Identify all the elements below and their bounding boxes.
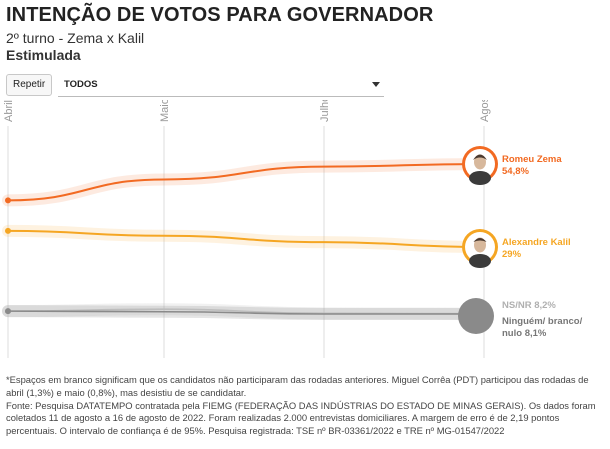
filter-select[interactable]: TODOS — [58, 73, 384, 97]
series-line — [7, 163, 485, 202]
data-label: 54,8% — [502, 166, 529, 177]
note-line: *Espaços em branco significam que os can… — [6, 374, 589, 398]
avatar-hair — [473, 154, 487, 160]
x-tick-label: Julho — [319, 100, 331, 122]
data-label: 29% — [502, 249, 522, 260]
filter-select-value: TODOS — [64, 79, 98, 90]
x-tick-label: Abril — [3, 100, 15, 122]
x-tick-label: Maio — [159, 100, 171, 122]
avatar-shoulders — [469, 171, 491, 185]
avatar-zema — [462, 146, 498, 185]
series-label: Ninguém/ branco/ — [502, 316, 583, 327]
note-line: Fonte: Pesquisa DATATEMPO contratada pel… — [6, 399, 596, 437]
chart-subtitle-stimulated: Estimulada — [6, 47, 81, 63]
series-start-point — [5, 197, 11, 204]
avatar-hair — [473, 238, 487, 242]
avatar-shoulders — [469, 254, 491, 268]
series-label: Alexandre Kalil — [502, 237, 571, 248]
series-line — [7, 229, 485, 248]
repeat-button[interactable]: Repetir — [6, 74, 53, 96]
chevron-down-icon — [372, 82, 380, 87]
series-line — [7, 310, 484, 315]
series-label: nulo 8,1% — [502, 328, 547, 339]
page-title: INTENÇÃO DE VOTOS PARA GOVERNADOR — [6, 4, 434, 26]
chart-notes: *Espaços em branco significam que os can… — [6, 374, 606, 438]
others-end-marker — [458, 298, 494, 334]
series-label: NS/NR 8,2% — [502, 300, 556, 311]
series-start-point — [5, 308, 11, 315]
avatar-face — [474, 237, 486, 253]
avatar-face — [474, 154, 486, 170]
avatar-kalil — [462, 229, 498, 268]
series-label: Romeu Zema — [502, 154, 562, 165]
series-start-point — [5, 227, 11, 234]
x-tick-label: Agosto — [479, 100, 491, 122]
chart-subtitle: 2º turno - Zema x Kalil — [6, 30, 145, 46]
series-band — [2, 158, 490, 207]
